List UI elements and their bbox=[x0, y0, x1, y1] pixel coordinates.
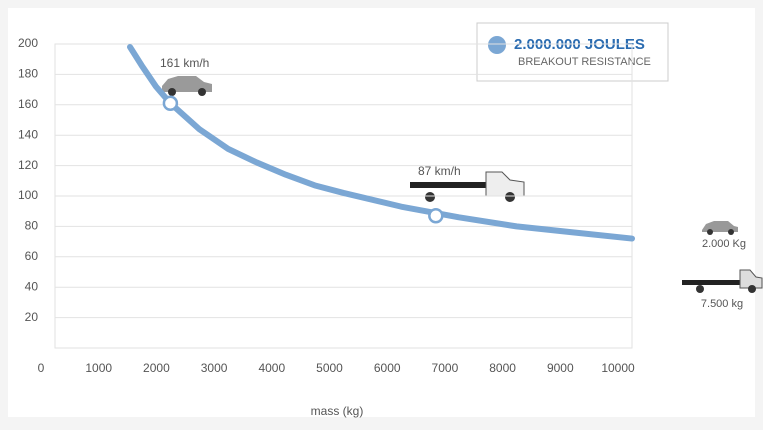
x-tick-label: 1000 bbox=[85, 361, 112, 375]
x-tick-label: 7000 bbox=[432, 361, 459, 375]
x-tick-label: 5000 bbox=[316, 361, 343, 375]
y-tick-label: 60 bbox=[25, 249, 39, 263]
legend-subtitle: BREAKOUT RESISTANCE bbox=[518, 56, 651, 68]
legend-swatch bbox=[488, 36, 506, 54]
annotation: 7.500 kg bbox=[701, 298, 743, 310]
y-tick-label: 140 bbox=[18, 127, 38, 141]
y-tick-label: 120 bbox=[18, 158, 38, 172]
y-tick-label: 100 bbox=[18, 188, 38, 202]
y-tick-label: 200 bbox=[18, 36, 38, 50]
chart: 2.000.000 JOULES BREAKOUT RESISTANCE mas… bbox=[0, 0, 763, 425]
x-tick-label: 2000 bbox=[143, 361, 170, 375]
y-tick-label: 160 bbox=[18, 97, 38, 111]
value-label: 87 km/h bbox=[418, 164, 461, 178]
y-tick-label: 40 bbox=[25, 279, 39, 293]
x-tick-label: 6000 bbox=[374, 361, 401, 375]
annotation: 2.000 Kg bbox=[702, 238, 746, 250]
page: 2.000.000 JOULES BREAKOUT RESISTANCE mas… bbox=[0, 0, 763, 425]
x-tick-label: 10000 bbox=[601, 361, 635, 375]
y-tick-label: 180 bbox=[18, 67, 38, 81]
marker bbox=[429, 209, 442, 222]
y-tick-label: 20 bbox=[25, 310, 39, 324]
x-axis-label: mass (kg) bbox=[311, 404, 364, 418]
x-tick-label: 4000 bbox=[258, 361, 285, 375]
x-tick-label: 9000 bbox=[547, 361, 574, 375]
y-tick-label: 80 bbox=[25, 219, 39, 233]
value-label: 161 km/h bbox=[160, 56, 209, 70]
x-tick-label: 3000 bbox=[201, 361, 228, 375]
marker bbox=[164, 97, 177, 110]
x-tick-label: 8000 bbox=[489, 361, 516, 375]
x-tick-label: 0 bbox=[38, 361, 45, 375]
